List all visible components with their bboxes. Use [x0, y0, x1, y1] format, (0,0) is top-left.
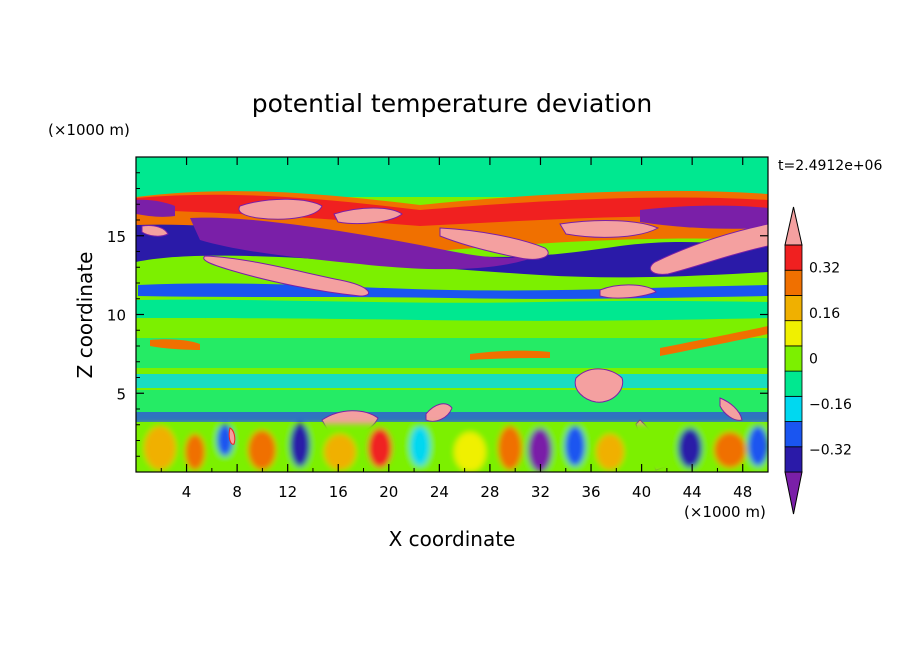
colorbar-label: −0.32: [809, 442, 852, 458]
x-tick-label: 8: [232, 483, 242, 501]
field-band: [136, 374, 768, 388]
anomaly-positive: [719, 397, 743, 421]
colorbar-label: 0.32: [809, 261, 840, 277]
x-unit-label: (×1000 m): [684, 503, 766, 521]
y-tick-label: 10: [107, 307, 126, 325]
colorbar-label: 0.16: [809, 306, 840, 322]
colorbar-label: −0.16: [809, 397, 852, 413]
field-band: [150, 339, 200, 350]
field-band: [660, 326, 768, 356]
colorbar-swatch: [784, 370, 803, 397]
field-band: [640, 205, 768, 229]
y-axis: 5 10 15: [107, 172, 768, 457]
colorbar-swatch: [784, 446, 803, 473]
anomaly-positive: [599, 284, 657, 299]
x-tick-label: 24: [430, 483, 449, 501]
colorbar-swatch: [784, 395, 803, 422]
anomaly-positive: [228, 427, 236, 445]
colorbar-label: 0: [809, 352, 818, 368]
colorbar: 0.32 0.16 0 −0.16 −0.32: [784, 206, 852, 515]
anomaly-positive: [439, 227, 549, 260]
field-band: [470, 350, 550, 360]
anomaly-positive: [425, 403, 453, 422]
colorbar-swatch: [784, 295, 803, 322]
x-tick-label: 28: [480, 483, 499, 501]
y-tick-label: 5: [116, 385, 126, 403]
colorbar-swatch: [784, 320, 803, 347]
field-band: [136, 199, 175, 217]
x-tick-label: 4: [182, 483, 192, 501]
anomaly-positive: [574, 368, 624, 403]
x-axis-label: X coordinate: [389, 527, 516, 551]
field-band: [190, 217, 540, 270]
anomaly-positive: [559, 220, 660, 238]
x-tick-label: 48: [733, 483, 752, 501]
turbulent-layer: [136, 423, 768, 472]
anomaly-positive: [238, 198, 323, 220]
x-tick-label: 40: [632, 483, 651, 501]
x-tick-label: 12: [278, 483, 297, 501]
x-tick-label: 20: [379, 483, 398, 501]
heatmap-field: [136, 157, 768, 472]
anomaly-positive: [141, 225, 169, 237]
field-band: [136, 412, 768, 422]
colorbar-arrow-low: [784, 471, 803, 515]
time-label: t=2.4912e+06: [778, 158, 882, 174]
x-tick-label: 16: [329, 483, 348, 501]
anomaly-positive: [649, 223, 768, 275]
anomaly-positive: [333, 207, 403, 225]
x-tick-label: 44: [683, 483, 702, 501]
y-tick-label: 15: [107, 228, 126, 246]
field-band: [136, 299, 768, 321]
colorbar-swatch: [784, 244, 803, 271]
x-axis: 4 8 12 16 20 24 28 32 36 40 44 48: [160, 157, 752, 501]
colorbar-swatch: [784, 421, 803, 448]
colorbar-swatch: [784, 269, 803, 296]
y-unit-label: (×1000 m): [48, 121, 130, 139]
x-tick-label: 36: [581, 483, 600, 501]
field-band: [136, 157, 768, 197]
x-tick-label: 32: [531, 483, 550, 501]
colorbar-swatch: [784, 345, 803, 372]
y-axis-label: Z coordinate: [73, 252, 97, 379]
anomaly-positive: [203, 255, 370, 297]
chart-title: potential temperature deviation: [252, 89, 652, 118]
colorbar-arrow-high: [784, 206, 803, 246]
